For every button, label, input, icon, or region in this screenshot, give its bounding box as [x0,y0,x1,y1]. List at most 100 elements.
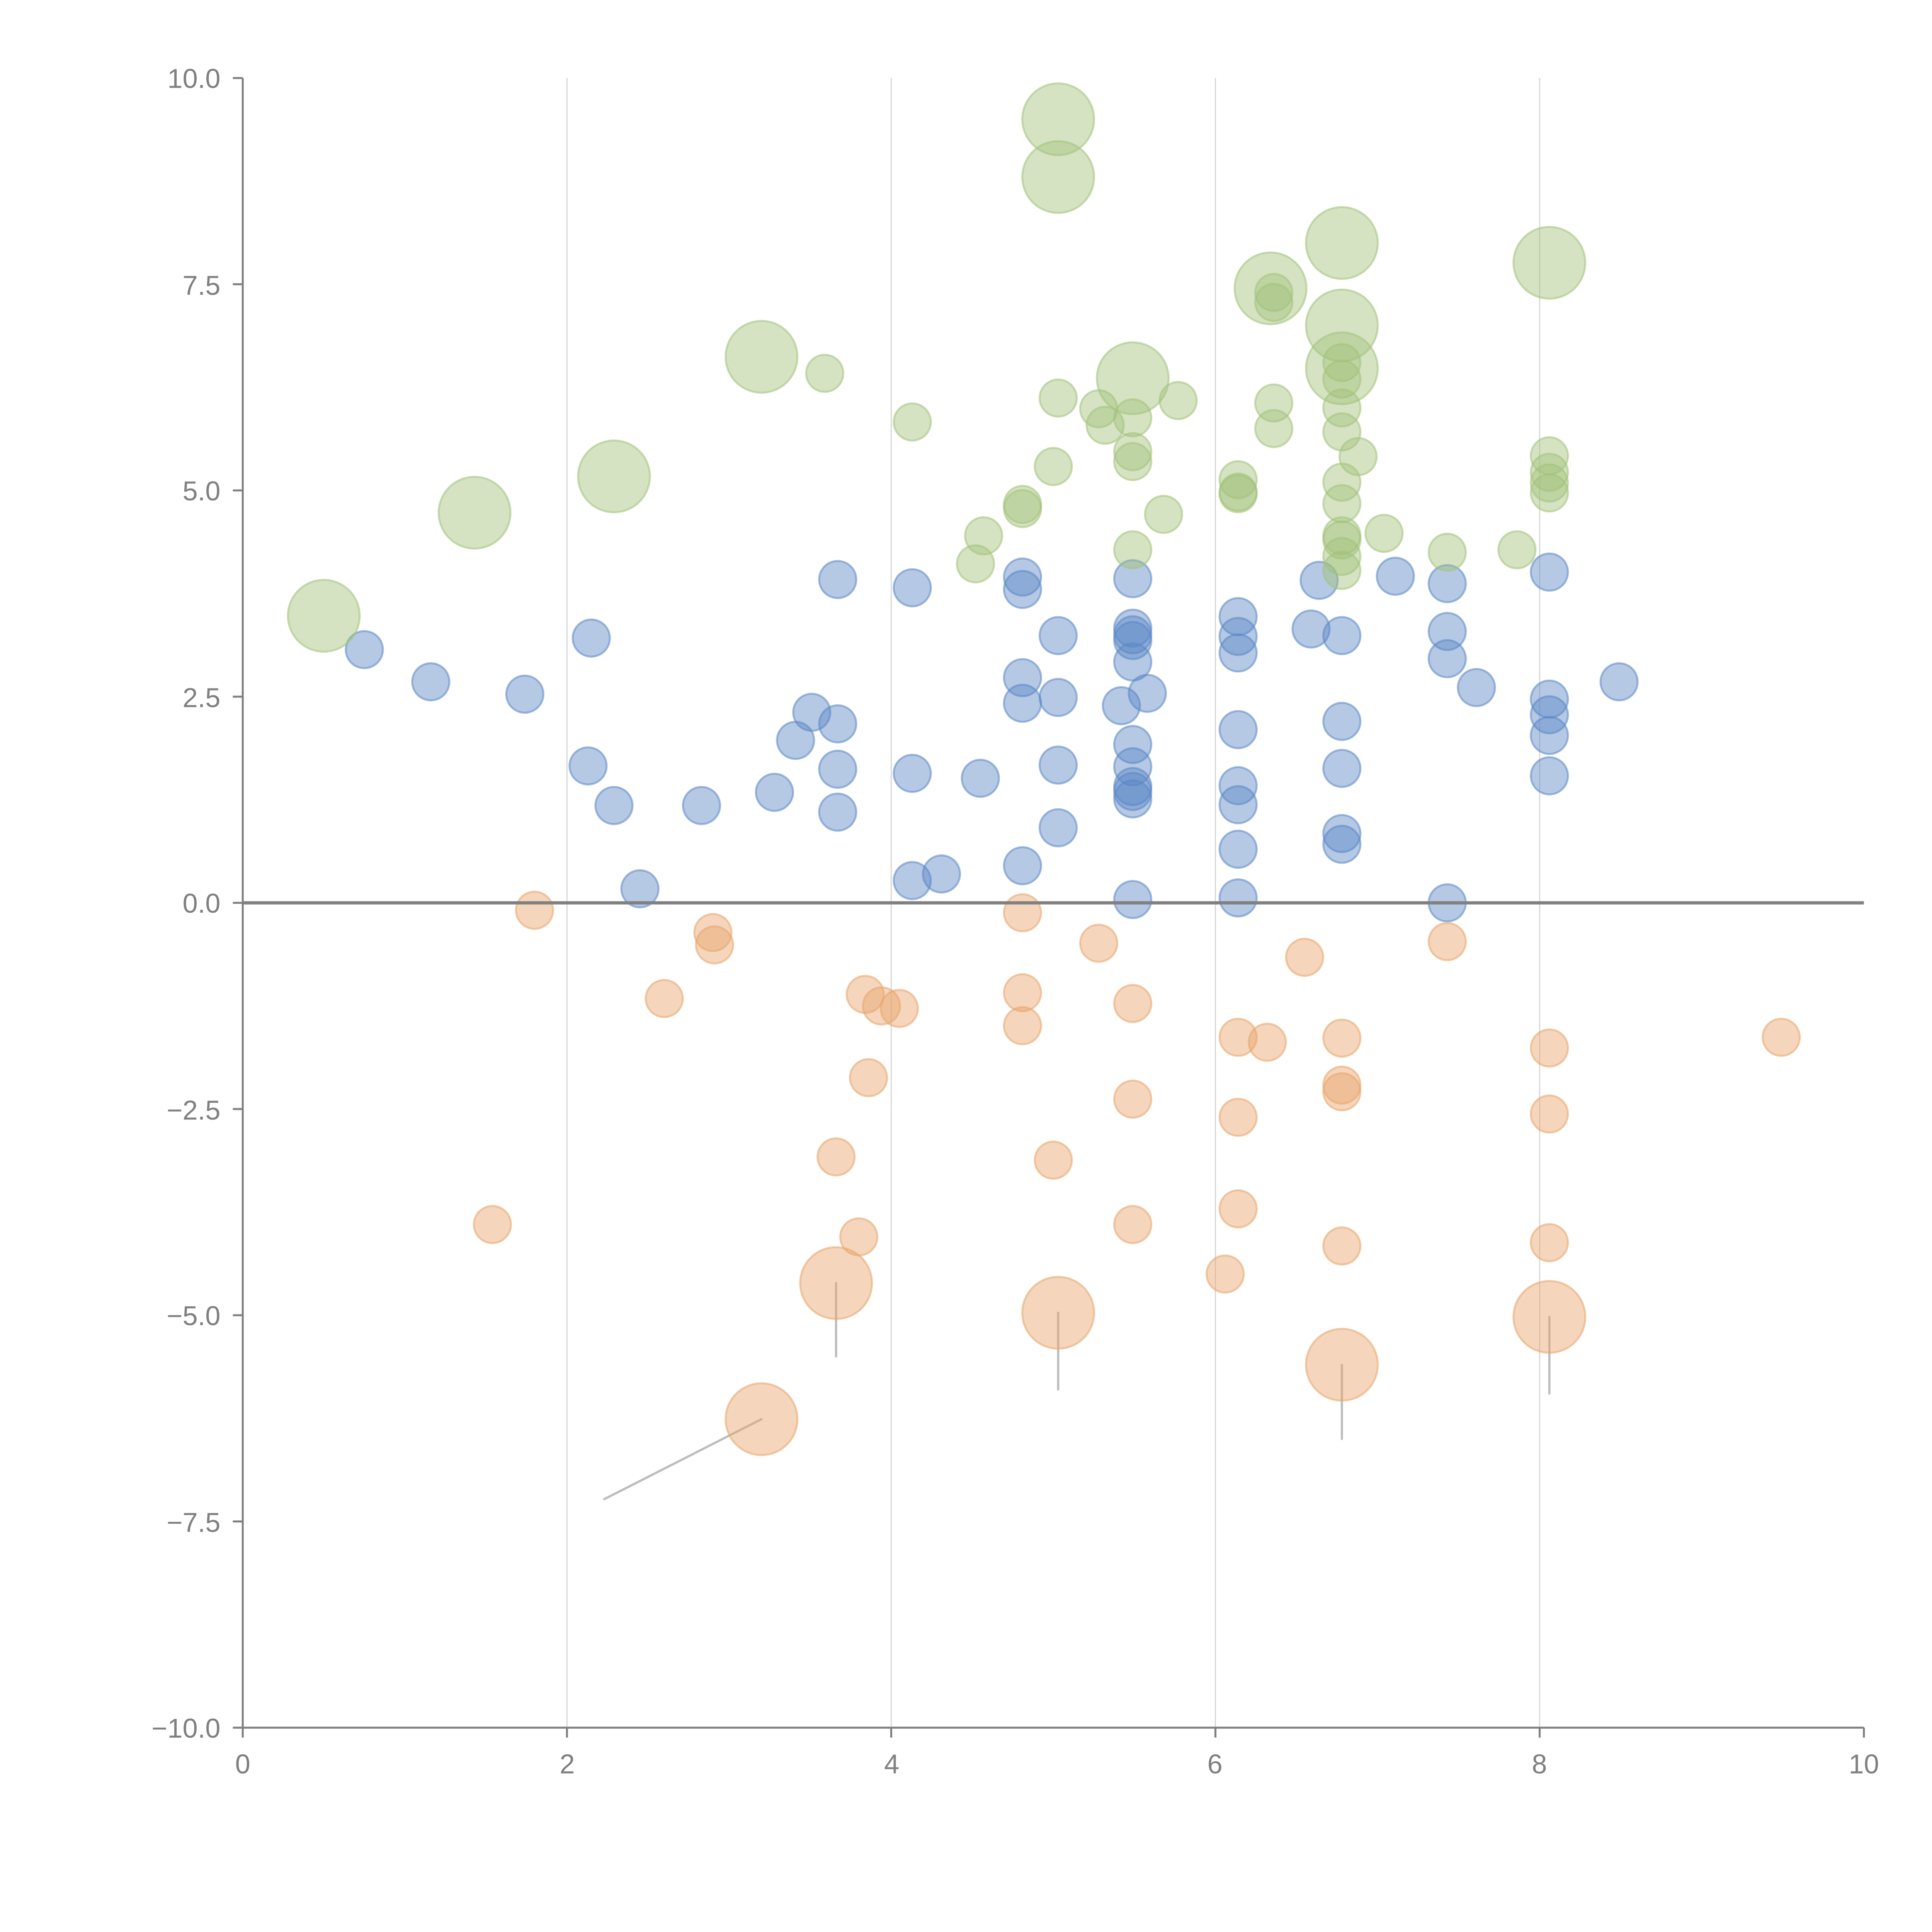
green-point [1003,489,1042,528]
green-point [964,516,1003,556]
blue-point [1299,561,1339,600]
data-points [287,82,1801,1456]
orange-point [1322,1018,1362,1058]
orange-point [1003,1006,1042,1046]
green-point [1530,452,1569,492]
orange-point [515,891,554,930]
blue-point [1530,695,1569,735]
y-tick-label: 2.5 [182,682,220,713]
green-point [1021,140,1095,214]
y-tick-label: 10.0 [167,63,220,94]
orange-point [1218,1189,1258,1229]
green-point [1530,473,1569,513]
blue-point [1003,570,1042,609]
blue-point [1128,673,1167,713]
green-point [1512,226,1587,300]
orange-point [1762,1017,1801,1057]
green-point [1113,398,1153,438]
blue-point [893,568,932,607]
green-point [1322,343,1362,383]
blue-point [1113,725,1153,764]
blue-point [411,662,451,702]
blue-point [571,618,611,658]
blue-point [818,750,857,789]
blue-point [505,674,544,714]
blue-point [620,869,660,908]
series-green [287,82,1587,653]
blue-point [1457,668,1496,707]
orange-point [1003,973,1042,1012]
blue-point [1038,678,1078,717]
green-point [724,320,799,394]
blue-point [1218,830,1258,869]
orange-point [1248,1022,1287,1062]
blue-point [345,630,384,669]
blue-point [1322,702,1362,741]
green-point [1530,463,1569,503]
blue-point [1218,633,1258,673]
green-point [1322,359,1362,399]
green-point [1218,460,1258,500]
green-point [1254,409,1294,448]
orange-point [1113,1079,1153,1119]
green-point [1096,341,1170,415]
orange-point [645,979,684,1018]
blue-point [1003,846,1042,886]
orange-point [1322,1226,1362,1266]
blue-point [1102,686,1141,726]
orange-point [799,1246,873,1320]
y-tick-label: −10.0 [151,1713,220,1743]
y-tick-label: −7.5 [167,1507,220,1538]
orange-point [816,1137,856,1177]
axes [233,77,1865,1738]
blue-point [818,704,857,743]
blue-point [1003,557,1042,597]
blue-point [1427,612,1467,651]
blue-point [922,854,961,894]
orange-point [1322,1072,1362,1112]
blue-point [1376,556,1415,596]
orange-point [724,1382,799,1456]
ticks: 0 2 4 6 8 10 10.0 7.5 5.0 2.5 0.0 −2.5 −… [151,63,1879,1779]
green-point [1113,530,1153,570]
green-point [1322,537,1362,576]
blue-point [1322,616,1362,655]
orange-point [879,989,919,1028]
blue-point [792,692,832,732]
green-point [1364,514,1404,553]
blue-point [755,772,794,812]
green-point [1322,388,1362,428]
blue-point [1530,552,1569,592]
blue-point [1038,616,1078,655]
green-point [805,354,845,393]
blue-point [1322,748,1362,788]
blue-point [818,560,857,599]
green-point [1254,282,1294,322]
orange-point [1512,1280,1587,1354]
green-point [1034,447,1073,486]
blue-point [818,793,857,832]
blue-point [1530,716,1569,755]
blue-point [1322,825,1362,864]
x-tick-label: 2 [560,1749,575,1779]
blue-point [1038,808,1078,847]
x-tick-label: 0 [235,1749,250,1779]
blue-point [1113,779,1153,819]
x-tick-label: 10 [1849,1749,1879,1779]
green-point [1144,495,1183,534]
blue-point [893,753,932,793]
blue-point [682,786,721,825]
green-point [1218,474,1258,514]
series-orange [473,891,1801,1456]
x-tick-label: 6 [1208,1749,1223,1779]
green-point [1322,551,1362,590]
green-point [1322,412,1362,452]
orange-point [849,1058,888,1097]
blue-point [1530,756,1569,796]
orange-point [1285,937,1324,977]
blue-point [568,746,608,786]
green-point [1338,437,1378,476]
orange-point [695,925,734,965]
green-point [1305,206,1379,280]
